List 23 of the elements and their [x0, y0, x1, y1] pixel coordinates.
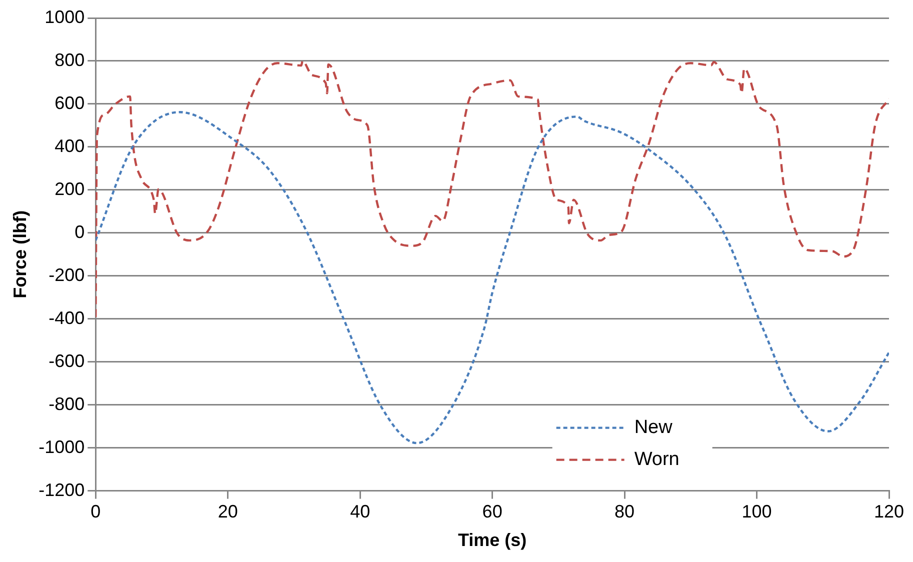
y-tick-label: 0 [74, 222, 85, 242]
x-tick-label: 60 [482, 502, 502, 522]
y-tick-label: 1000 [44, 6, 85, 27]
y-tick-label: -800 [48, 394, 85, 414]
x-tick-label: 100 [742, 502, 772, 522]
legend-label: Worn [634, 449, 680, 470]
y-tick-label: -600 [48, 350, 85, 371]
x-tick-label: 40 [350, 502, 370, 522]
y-tick-label: -200 [48, 264, 85, 285]
y-tick-label: 200 [54, 178, 85, 199]
x-tick-label: 80 [614, 502, 635, 522]
x-tick-label: 120 [874, 502, 904, 522]
x-axis-title: Time (s) [458, 530, 527, 550]
y-tick-label: -1000 [38, 436, 85, 457]
y-tick-label: 600 [54, 92, 85, 113]
y-tick-label: 400 [54, 136, 85, 156]
y-tick-label: 800 [54, 50, 85, 70]
x-tick-label: 0 [90, 502, 101, 522]
y-tick-label: -400 [48, 308, 85, 328]
y-tick-label: -1200 [38, 480, 85, 500]
x-tick-label: 20 [218, 502, 238, 522]
y-axis-title: Force (lbf) [10, 210, 30, 298]
legend-label: New [634, 417, 673, 438]
